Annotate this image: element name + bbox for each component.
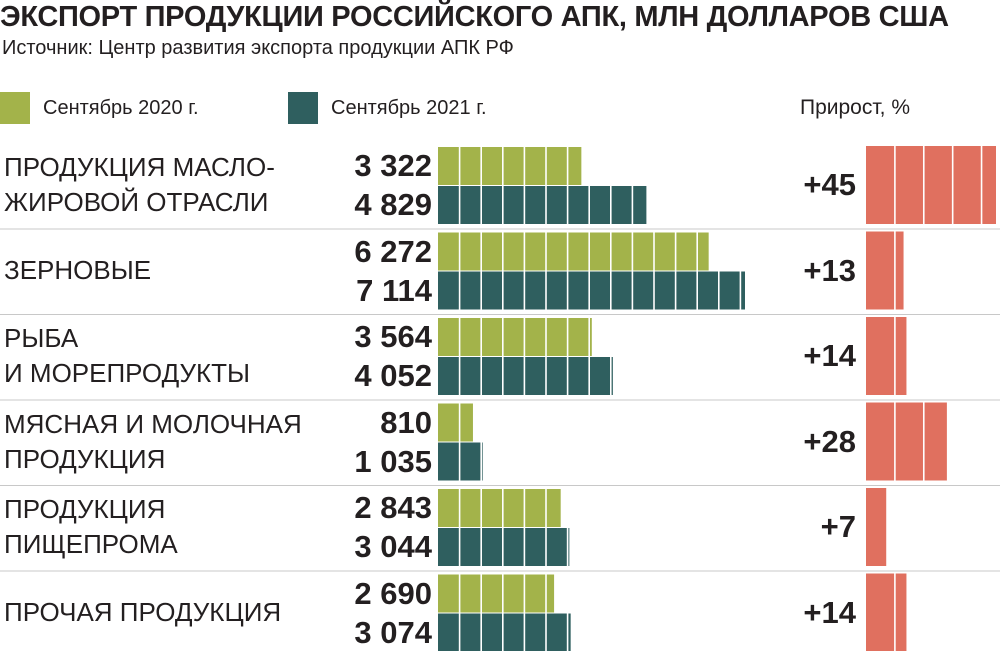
growth-value-label: +14 [803, 338, 856, 373]
value-label-2020: 810 [380, 404, 432, 440]
growth-bar [866, 146, 996, 224]
category-label: ПРОДУКЦИЯ МАСЛО- ЖИРОВОЙ ОТРАСЛИ [4, 152, 275, 217]
growth-value-label: +13 [803, 252, 856, 288]
category-label: ЗЕРНОВЫЕ [4, 255, 152, 285]
category-label: ПРОЧАЯ ПРОДУКЦИЯ [4, 597, 282, 627]
bar-2021 [438, 271, 745, 310]
bar-2020 [438, 147, 582, 185]
value-label-2021: 4 052 [354, 358, 432, 393]
legend-swatch-2021 [288, 92, 318, 124]
growth-bar [866, 402, 947, 481]
growth-value-label: +28 [803, 423, 856, 459]
bar-2021 [438, 613, 571, 651]
growth-value-label: +45 [803, 167, 856, 202]
legend-swatch-2020 [0, 92, 30, 124]
value-label-2021: 4 829 [354, 187, 432, 222]
bar-2020 [438, 403, 473, 442]
value-label-2020: 2 843 [354, 490, 432, 525]
value-label-2020: 2 690 [354, 575, 432, 611]
value-label-2021: 3 044 [354, 529, 432, 564]
value-label-2020: 6 272 [354, 233, 432, 269]
growth-value-label: +7 [820, 509, 856, 544]
value-label-2021: 3 074 [354, 614, 432, 650]
bar-2021 [438, 528, 570, 566]
growth-bar [866, 488, 887, 566]
page-title: ЭКСПОРТ ПРОДУКЦИИ РОССИЙСКОГО АПК, МЛН Д… [0, 1, 949, 33]
growth-bar [866, 573, 907, 651]
legend-label-2020: Сентябрь 2020 г. [43, 97, 199, 119]
bar-2021 [438, 357, 613, 395]
category-label: ПРОДУКЦИЯ ПИЩЕПРОМА [4, 494, 178, 559]
bar-2021 [438, 186, 647, 224]
category-label: МЯСНАЯ И МОЛОЧНАЯ ПРОДУКЦИЯ [4, 408, 302, 474]
legend-label-2021: Сентябрь 2021 г. [331, 97, 487, 119]
bar-2020 [438, 232, 709, 271]
growth-value-label: +14 [803, 594, 856, 630]
source-subtitle: Источник: Центр развития экспорта продук… [2, 37, 514, 59]
value-label-2021: 7 114 [356, 272, 432, 308]
category-label: РЫБА И МОРЕПРОДУКТЫ [4, 323, 251, 388]
growth-bar [866, 231, 904, 310]
bar-2020 [438, 489, 561, 527]
value-label-2020: 3 322 [354, 148, 432, 183]
value-label-2021: 1 035 [354, 443, 432, 479]
growth-header: Прирост, % [800, 96, 910, 119]
growth-bar [866, 317, 907, 395]
bar-2020 [438, 318, 592, 356]
bar-2020 [438, 574, 555, 613]
value-label-2020: 3 564 [354, 319, 432, 354]
